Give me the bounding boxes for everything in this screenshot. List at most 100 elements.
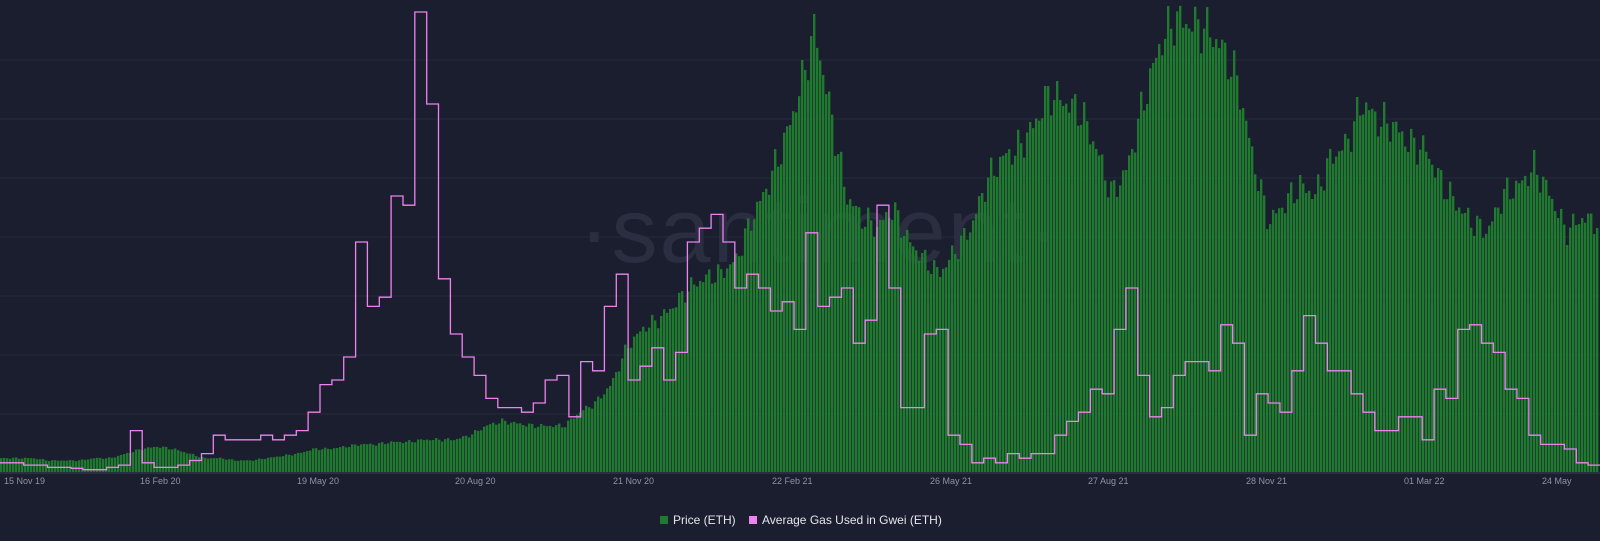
price-bar	[471, 434, 474, 472]
price-bar	[423, 440, 426, 472]
price-bar	[351, 444, 354, 472]
price-bar	[1101, 154, 1104, 472]
price-bar	[855, 205, 858, 472]
price-bar	[1146, 103, 1149, 472]
price-bar	[1017, 129, 1020, 472]
price-bar	[522, 425, 525, 472]
price-bar	[372, 444, 375, 472]
price-bar	[153, 446, 156, 472]
price-bar	[546, 426, 549, 472]
price-bar	[1170, 28, 1173, 473]
price-bar	[1077, 125, 1080, 472]
price-bar	[1329, 148, 1332, 472]
price-bar	[687, 291, 690, 472]
legend-item-gas[interactable]: Average Gas Used in Gwei (ETH)	[749, 513, 942, 527]
x-tick-label: 01 Mar 22	[1404, 476, 1445, 486]
price-bar	[1287, 193, 1290, 473]
price-bar	[1047, 86, 1050, 472]
price-bar	[705, 274, 708, 472]
price-bar	[1185, 24, 1188, 472]
price-bar	[651, 314, 654, 472]
price-bar	[1218, 48, 1221, 473]
price-bar	[492, 422, 495, 472]
price-bar	[858, 207, 861, 473]
price-bar	[1458, 207, 1461, 472]
price-bar	[906, 229, 909, 472]
price-bar	[768, 194, 771, 472]
x-tick-label: 28 Nov 21	[1246, 476, 1287, 486]
price-bar	[909, 242, 912, 472]
price-bar	[417, 439, 420, 472]
price-bar	[1428, 158, 1431, 472]
price-bar	[1320, 186, 1323, 472]
price-bar	[309, 450, 312, 472]
x-tick-label: 15 Nov 19	[4, 476, 45, 486]
price-bar	[1419, 149, 1422, 472]
price-bar	[1197, 19, 1200, 472]
price-bar	[345, 447, 348, 472]
price-bar	[78, 460, 81, 472]
price-bar	[486, 425, 489, 472]
price-bar	[867, 207, 870, 472]
price-bar	[1026, 132, 1029, 472]
price-bar	[639, 331, 642, 472]
price-bar	[225, 459, 228, 472]
price-bar	[48, 461, 51, 472]
price-bar	[1350, 151, 1353, 472]
price-bar	[1557, 218, 1560, 472]
price-bar	[1299, 175, 1302, 473]
price-bar	[354, 444, 357, 472]
price-bars	[0, 5, 1599, 473]
price-bar	[1152, 62, 1155, 472]
price-bar	[1386, 123, 1389, 472]
price-bar	[360, 444, 363, 472]
price-bar	[1575, 225, 1578, 472]
price-bar	[1236, 75, 1239, 473]
price-bar	[750, 230, 753, 472]
price-bar	[1566, 245, 1569, 472]
price-bar	[294, 453, 297, 472]
price-bar	[495, 424, 498, 472]
price-bar	[1293, 203, 1296, 473]
price-bar	[249, 460, 252, 472]
price-bar	[6, 458, 9, 472]
price-bar	[84, 459, 87, 472]
price-bar	[819, 60, 822, 472]
price-bar	[1107, 197, 1110, 472]
price-bar	[282, 456, 285, 472]
price-bar	[561, 427, 564, 472]
price-bar	[1449, 181, 1452, 472]
price-bar	[1131, 149, 1134, 473]
price-bar	[1008, 149, 1011, 473]
price-bar	[828, 91, 831, 473]
price-bar	[1290, 182, 1293, 472]
price-bar	[678, 292, 681, 472]
price-bar	[285, 454, 288, 472]
price-bar	[54, 460, 57, 472]
price-bar	[780, 164, 783, 472]
price-bar	[1401, 131, 1404, 472]
price-bar	[1395, 121, 1398, 472]
price-bar	[15, 457, 18, 472]
price-bar	[729, 264, 732, 472]
price-bar	[519, 423, 522, 472]
price-bar	[1215, 39, 1218, 472]
price-bar	[1356, 97, 1359, 472]
price-bar	[450, 440, 453, 472]
price-bar	[315, 448, 318, 472]
legend-item-price[interactable]: Price (ETH)	[660, 513, 736, 527]
price-bar	[1002, 155, 1005, 472]
x-tick-label: 22 Feb 21	[772, 476, 813, 486]
price-bar	[162, 446, 165, 472]
price-bar	[117, 455, 120, 472]
price-bar	[981, 193, 984, 472]
price-bar	[447, 438, 450, 472]
price-bar	[1182, 27, 1185, 472]
price-bar	[840, 151, 843, 473]
price-bar	[132, 452, 135, 472]
price-bar	[342, 446, 345, 472]
price-bar	[618, 371, 621, 472]
price-bar	[1023, 157, 1026, 472]
price-bar	[672, 308, 675, 472]
price-bar	[594, 401, 597, 472]
